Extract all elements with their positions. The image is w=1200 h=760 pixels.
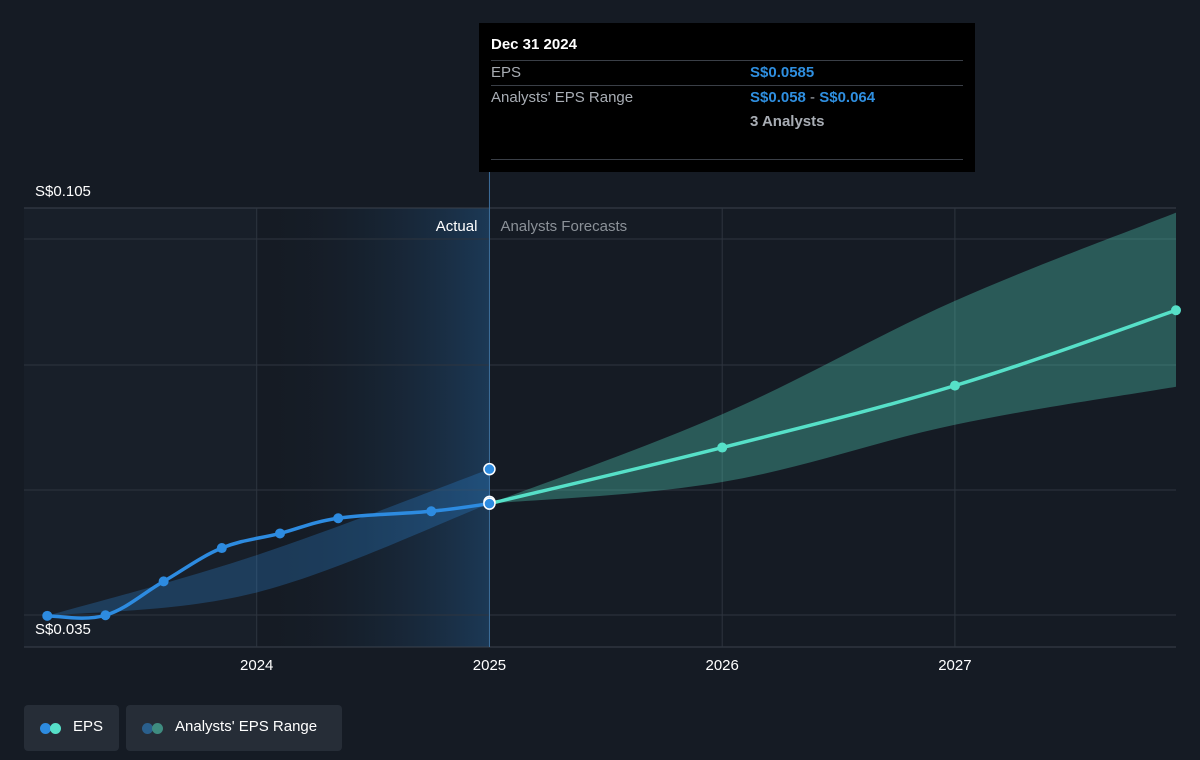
eps-point-actual: [42, 610, 53, 621]
tooltip-range-low: S$0.058: [750, 89, 806, 106]
tooltip-analysts-count: 3 Analysts: [750, 113, 825, 130]
eps-point-actual: [216, 543, 227, 554]
eps-point-actual: [158, 576, 169, 587]
x-tick-label: 2027: [938, 657, 971, 674]
x-tick-label: 2025: [473, 657, 506, 674]
eps-point-actual: [426, 506, 437, 517]
forecast-region-label: Analysts Forecasts: [500, 218, 627, 235]
eps-line-forecast: [487, 308, 1178, 506]
tooltip-range-high: S$0.064: [819, 89, 876, 106]
legend-eps-dot-actual: [40, 723, 51, 734]
actual-region-label: Actual: [436, 218, 478, 235]
legend-range-label: Analysts' EPS Range: [175, 718, 318, 735]
eps-line-actual: [45, 501, 492, 620]
tooltip: Dec 31 2024 EPS S$0.0585 Analysts' EPS R…: [479, 23, 975, 172]
x-tick-label: 2026: [705, 657, 738, 674]
tooltip-range-separator: -: [805, 89, 820, 106]
legend-range-swatch: [142, 723, 164, 734]
legend-eps-swatch: [40, 723, 62, 734]
legend-range-button[interactable]: Analysts' EPS Range: [126, 705, 342, 751]
range-high-marker: [483, 462, 496, 476]
eps-point-forecast: [949, 380, 960, 391]
tooltip-eps-label: EPS: [491, 64, 522, 81]
tooltip-range-row: Analysts' EPS Range S$0.058 - S$0.064: [491, 85, 963, 111]
eps-point-actual: [275, 528, 285, 539]
legend-range-dot-actual: [142, 723, 153, 734]
x-tick-label: 2024: [240, 657, 273, 674]
eps-point-actual: [100, 610, 111, 621]
tooltip-date: Dec 31 2024: [491, 36, 577, 53]
legend-eps-button[interactable]: EPS: [24, 705, 119, 751]
y-max-label: S$0.105: [35, 183, 91, 200]
legend-eps-dot-forecast: [50, 723, 61, 734]
eps-point-actual: [333, 513, 344, 524]
tooltip-divider: [491, 159, 963, 160]
tooltip-range-label: Analysts' EPS Range: [491, 89, 634, 106]
tooltip-eps-row: EPS S$0.0585: [491, 60, 963, 86]
tooltip-eps-value: S$0.0585: [750, 64, 815, 81]
eps-range-band-forecast: [489, 212, 1176, 504]
tooltip-range-value: S$0.058 - S$0.064: [750, 89, 875, 106]
legend-eps-label: EPS: [73, 718, 104, 735]
eps-point-forecast: [717, 442, 728, 453]
actual-region-highlight: [256, 208, 490, 647]
eps-point-forecast: [1171, 305, 1181, 316]
pre-actual-region: [24, 208, 257, 647]
legend-range-dot-forecast: [152, 723, 163, 734]
eps-range-band-actual: [47, 469, 490, 616]
y-min-label: S$0.035: [35, 621, 91, 638]
eps-selected-marker: [483, 497, 496, 510]
